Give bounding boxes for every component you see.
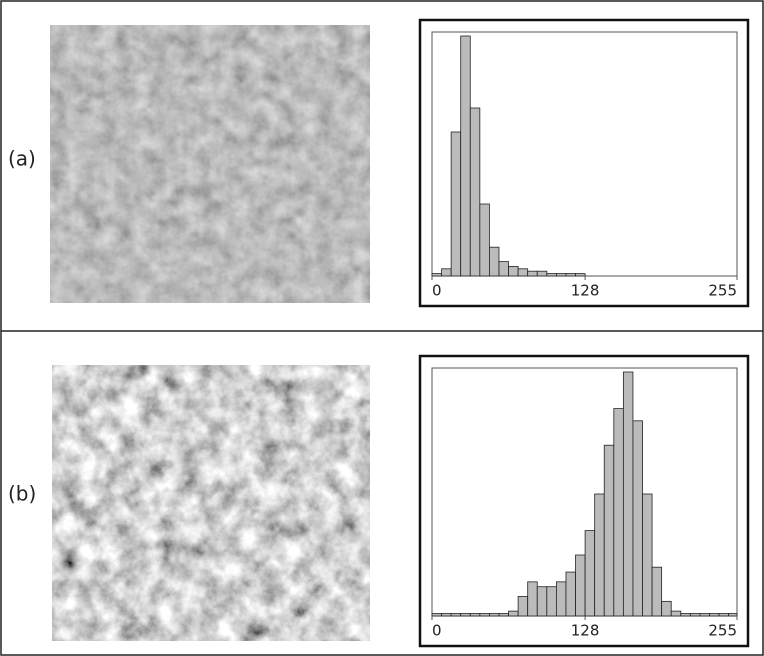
x-tick-label: 128 (571, 622, 600, 640)
histogram-bar (566, 572, 576, 616)
histogram-bar (585, 531, 595, 616)
histogram-bar (509, 266, 519, 276)
row-label: (b) (8, 482, 36, 506)
histogram-bar (623, 372, 633, 616)
histogram-bar (576, 555, 586, 616)
histogram-bar (576, 274, 586, 276)
histogram-bar (480, 614, 490, 616)
histogram-bar (547, 587, 557, 616)
histogram-bar (432, 274, 442, 276)
figure: (a) (b) 0 128 255 0 128 255 (0, 0, 764, 656)
histogram-bar (700, 614, 710, 616)
x-tick-label: 255 (708, 282, 737, 300)
histogram-bar (451, 132, 461, 276)
histogram-bar (461, 36, 471, 276)
histogram-bar (690, 614, 700, 616)
histogram-bar (432, 614, 442, 616)
histogram-bar (528, 271, 538, 276)
histogram-bar (470, 614, 480, 616)
histogram-bar (556, 274, 566, 276)
histogram-bar (719, 614, 729, 616)
histogram-bar (709, 614, 719, 616)
satellite-image-b (52, 365, 370, 641)
histogram-bar (442, 269, 452, 276)
histogram-bar (633, 421, 643, 616)
figure-svg: (a) (b) 0 128 255 0 128 255 (0, 0, 764, 656)
histogram-bar (681, 614, 691, 616)
histogram-bar (442, 614, 452, 616)
histogram-bar (643, 494, 653, 616)
histogram-bar (556, 582, 566, 616)
row-label: (a) (8, 147, 36, 171)
histogram-bar (480, 204, 490, 276)
histogram-bar (652, 567, 662, 616)
x-tick-label: 0 (432, 282, 442, 300)
satellite-image-a (50, 25, 370, 303)
histogram-bar (595, 494, 605, 616)
histogram-bar (729, 614, 737, 616)
histogram-bar (614, 409, 624, 616)
histogram-bar (451, 614, 461, 616)
histogram-bar (499, 614, 509, 616)
histogram-bar (470, 108, 480, 276)
histogram-bar (537, 587, 547, 616)
x-tick-label: 0 (432, 622, 442, 640)
histogram-bar (461, 614, 471, 616)
histogram-bar (547, 274, 557, 276)
histogram-bar (518, 269, 528, 276)
histogram-bar (509, 611, 519, 616)
x-tick-label: 128 (571, 282, 600, 300)
histogram-bar (518, 596, 528, 616)
histogram-bar (537, 271, 547, 276)
x-tick-label: 255 (708, 622, 737, 640)
histogram-bar (489, 247, 499, 276)
histogram-bar (528, 582, 538, 616)
histogram-bar (671, 611, 681, 616)
histogram-bar (566, 274, 576, 276)
histogram-bar (489, 614, 499, 616)
histogram-bar (499, 262, 509, 276)
histogram-bar (604, 445, 614, 616)
histogram-bar (662, 601, 672, 616)
